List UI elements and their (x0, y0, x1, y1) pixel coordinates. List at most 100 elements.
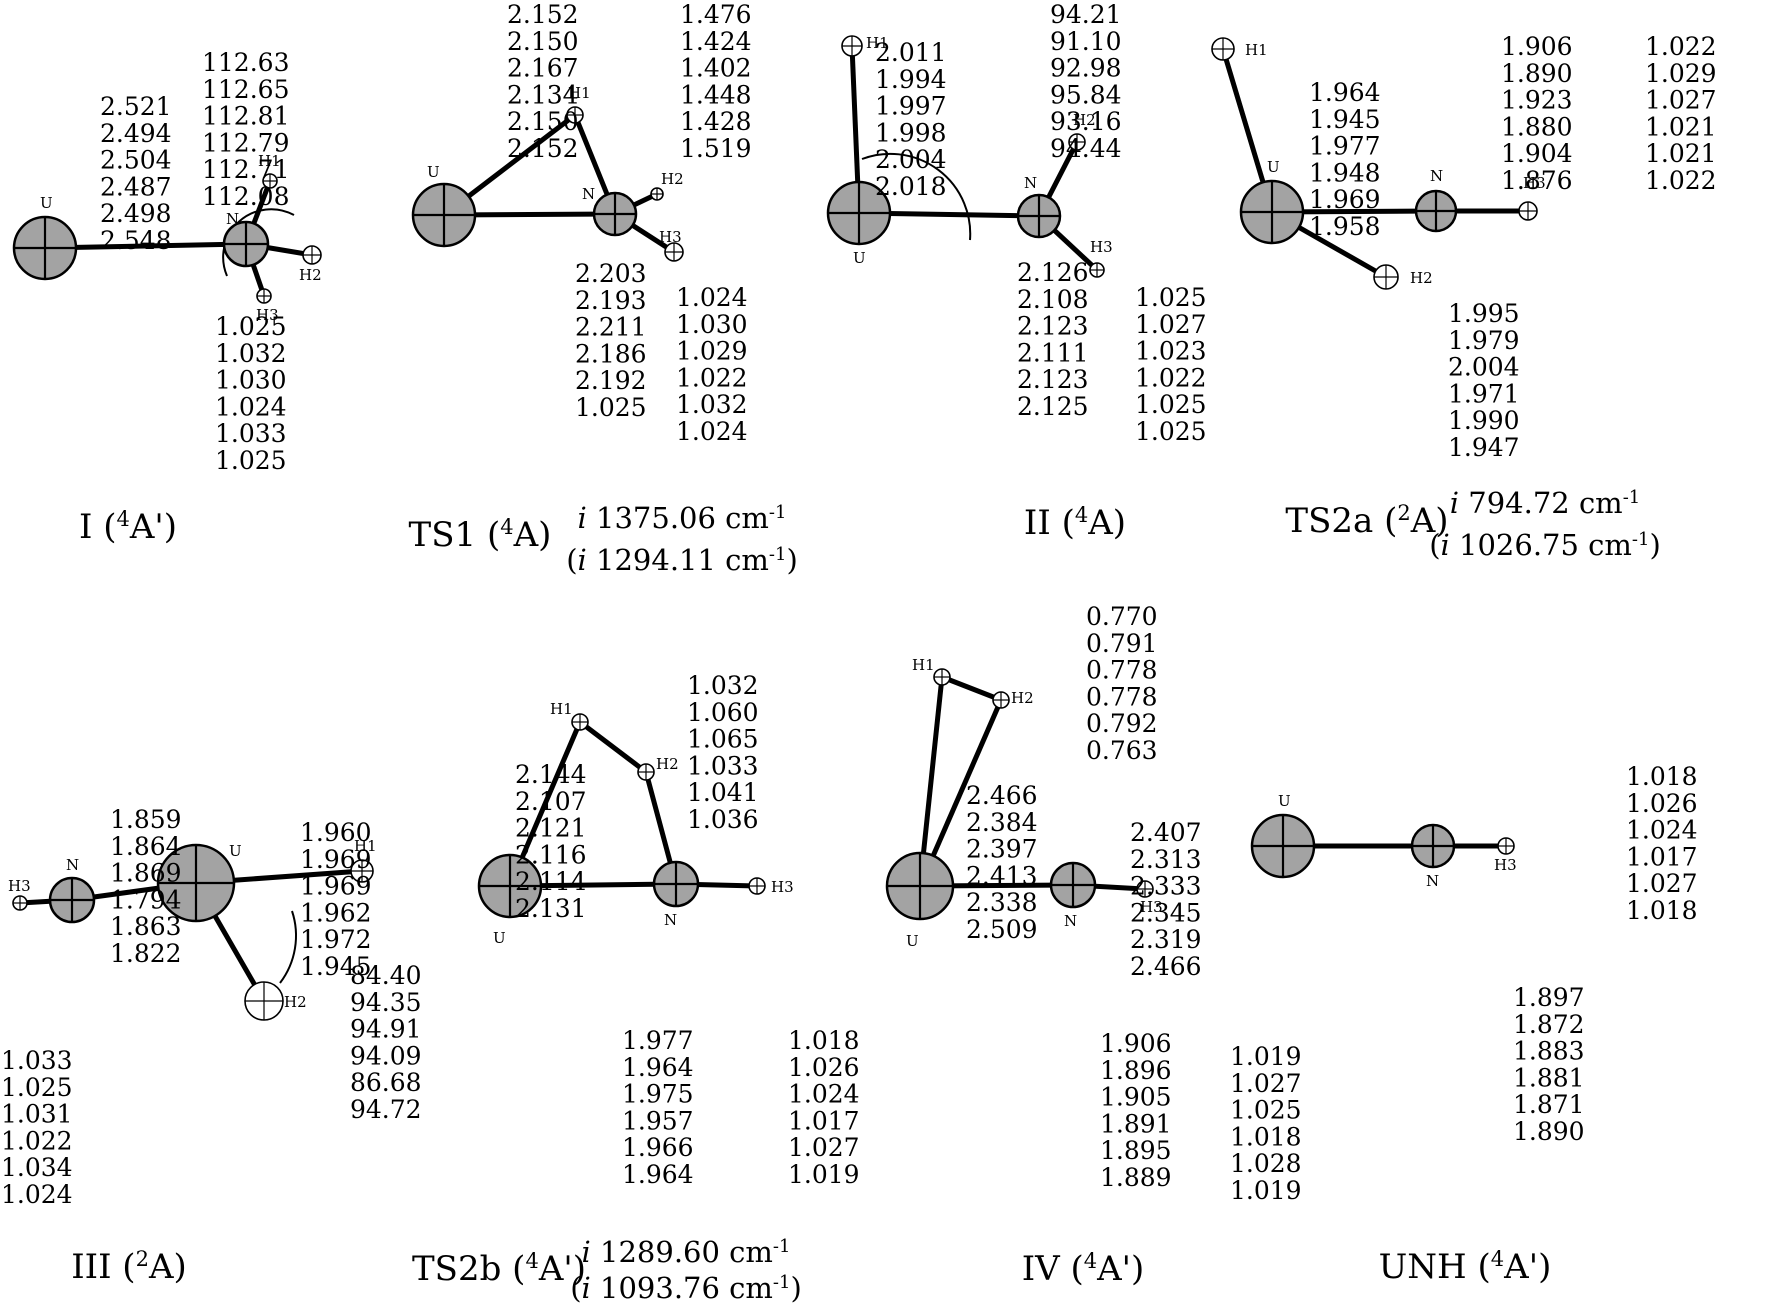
i-caption: I (4A') (79, 507, 177, 547)
ts2b-value: 1.065 (687, 725, 759, 754)
ts2a-value: 1.923 (1501, 86, 1573, 115)
ts2b-value: 2.144 (515, 760, 587, 789)
ii-value: 2.111 (1017, 338, 1089, 367)
ii-value: 1.025 (1135, 390, 1207, 419)
iii-value: 94.91 (350, 1015, 422, 1044)
ts2a-label-n: N (1430, 167, 1443, 185)
iv-value: 2.466 (1130, 952, 1202, 981)
iv-value: 1.889 (1100, 1163, 1172, 1192)
i-value: 112.81 (202, 102, 289, 131)
ii-value: 2.126 (1017, 258, 1089, 287)
ts1-value: 1.024 (676, 283, 748, 312)
ts2a-value: 1.945 (1309, 105, 1381, 134)
iii-value: 94.35 (350, 988, 422, 1017)
ii-value: 94.44 (1050, 134, 1122, 163)
iii-label-h3: H3 (8, 877, 31, 895)
iii-value: 1.822 (110, 939, 182, 968)
ts2a-label-h3: H3 (1523, 174, 1546, 192)
ii-value: 1.025 (1135, 283, 1207, 312)
ts1-value: 2.152 (507, 0, 579, 29)
ts2a-value: 1.027 (1645, 86, 1717, 115)
iv-value: 1.025 (1230, 1096, 1302, 1125)
ii-value: 1.023 (1135, 337, 1207, 366)
structure-ts1: UNH1H2H32.1522.1502.1672.1342.1502.1521.… (409, 0, 798, 577)
ts2a-value: 1.904 (1501, 139, 1573, 168)
ts2a-value: 1.995 (1448, 299, 1520, 328)
ts1-value: 2.150 (507, 27, 579, 56)
ts2a-value: 1.876 (1501, 166, 1573, 195)
iv-value: 1.895 (1100, 1136, 1172, 1165)
iii-value: 1.031 (1, 1100, 73, 1129)
i-value: 2.548 (100, 226, 172, 255)
i-angle-arc (222, 208, 295, 277)
ts2b-value: 1.019 (788, 1160, 860, 1189)
i-value: 1.032 (215, 339, 287, 368)
i-value: 2.521 (100, 92, 172, 121)
i-label-h1: H1 (258, 152, 281, 170)
ii-value: 1.027 (1135, 310, 1207, 339)
ts2a-value: 1.958 (1309, 212, 1381, 241)
iv-value: 2.313 (1130, 845, 1202, 874)
ts2b-value: 1.975 (622, 1080, 694, 1109)
unh-value: 1.018 (1626, 896, 1698, 925)
ts2b-value: 2.121 (515, 814, 587, 843)
iii-label-u: U (229, 842, 242, 860)
ts2b-value: 2.107 (515, 787, 587, 816)
ts2a-caption: TS2a (2A) (1285, 501, 1448, 541)
structure-unh: UNH31.0181.0261.0241.0171.0271.0181.8971… (1250, 762, 1698, 1287)
ts1-value: 1.519 (680, 134, 752, 163)
iv-value: 1.905 (1100, 1083, 1172, 1112)
ts2b-value: 1.033 (687, 751, 759, 780)
ts2a-label-h2: H2 (1410, 269, 1433, 287)
ts1-value: 2.211 (575, 313, 647, 342)
iv-label-h2: H2 (1011, 689, 1034, 707)
iv-value: 2.345 (1130, 898, 1202, 927)
i-value: 2.487 (100, 172, 172, 201)
unh-value: 1.883 (1513, 1037, 1585, 1066)
iv-value: 2.466 (966, 781, 1038, 810)
ts2a-value: 1.948 (1309, 158, 1381, 187)
unh-value: 1.881 (1513, 1063, 1585, 1092)
unh-value: 1.890 (1513, 1117, 1585, 1146)
iii-value: 1.972 (300, 925, 372, 954)
ts1-label-h2: H2 (661, 170, 684, 188)
ts1-value: 1.024 (676, 417, 748, 446)
iv-value: 1.028 (1230, 1149, 1302, 1178)
ts1-value: 2.192 (575, 366, 647, 395)
ts1-value: 2.186 (575, 339, 647, 368)
i-value: 112.71 (202, 155, 289, 184)
ts2b-value: 1.060 (687, 698, 759, 727)
ts1-caption: TS1 (4A) (409, 515, 552, 555)
iv-label-n: N (1064, 912, 1077, 930)
structure-iv: UNH1H2H30.7700.7910.7780.7780.7920.7632.… (885, 602, 1302, 1289)
ts2b-value: 1.041 (687, 778, 759, 807)
iv-value: 0.778 (1086, 682, 1158, 711)
iv-value: 2.407 (1130, 818, 1202, 847)
ts1-value: 2.193 (575, 286, 647, 315)
iii-value: 86.68 (350, 1068, 422, 1097)
ts1-imag-frequency: (i 1294.11 cm-1) (566, 543, 798, 577)
iv-value: 2.397 (966, 835, 1038, 864)
iii-value: 1.945 (300, 952, 372, 981)
ii-label-n: N (1024, 174, 1037, 192)
i-value: 112.65 (202, 75, 289, 104)
ii-label-h3: H3 (1090, 238, 1113, 256)
i-value: 1.030 (215, 366, 287, 395)
iv-value: 2.319 (1130, 925, 1202, 954)
ii-value: 2.011 (875, 38, 947, 67)
unh-label-h3: H3 (1494, 856, 1517, 874)
ii-value: 2.018 (875, 172, 947, 201)
ts1-value: 1.029 (676, 337, 748, 366)
iv-value: 1.019 (1230, 1042, 1302, 1071)
ts2a-value: 1.990 (1448, 406, 1520, 435)
ts2b-value: 1.026 (788, 1053, 860, 1082)
iv-value: 1.906 (1100, 1029, 1172, 1058)
iv-value: 1.019 (1230, 1176, 1302, 1205)
iii-value: 94.09 (350, 1041, 422, 1070)
iii-value: 1.859 (110, 805, 182, 834)
ii-value: 91.10 (1050, 27, 1122, 56)
ts1-value: 1.402 (680, 54, 752, 83)
ts2b-caption: TS2b (4A') (412, 1249, 586, 1289)
